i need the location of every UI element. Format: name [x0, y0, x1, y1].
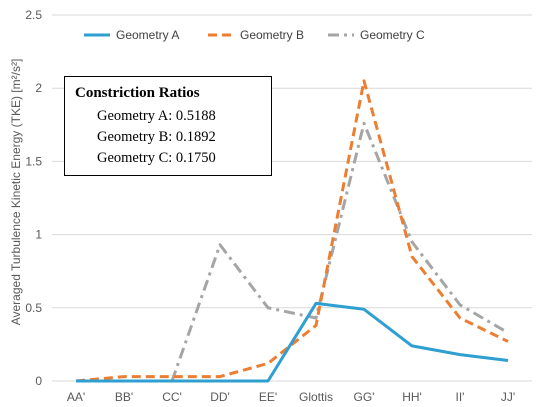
legend: Geometry A Geometry B Geometry C [84, 28, 425, 42]
legend-label: Geometry C [360, 28, 425, 42]
x-tick-label: CC' [162, 390, 182, 404]
y-tick-label: 2.5 [25, 8, 42, 22]
series-lines [75, 79, 509, 383]
y-tick-label: 1.5 [25, 154, 42, 168]
legend-label: Geometry B [240, 28, 304, 42]
x-tick-label: HH' [402, 390, 422, 404]
y-tick-label: 0.5 [25, 301, 42, 315]
x-tick-label: BB' [115, 390, 133, 404]
gridlines [52, 14, 532, 382]
annotation-line-geometry-a: Geometry A: 0.5188 [97, 108, 216, 124]
annotation-line-geometry-b: Geometry B: 0.1892 [97, 129, 216, 145]
x-tick-label: Glottis [299, 390, 333, 404]
annotation-title: Constriction Ratios [75, 85, 200, 101]
y-tick-label: 2 [35, 81, 42, 95]
x-tick-label: EE' [259, 390, 277, 404]
x-tick-label: AA' [67, 390, 85, 404]
x-tick-label: II' [456, 390, 465, 404]
y-tick-label: 0 [35, 374, 42, 388]
x-tick-label: DD' [210, 390, 230, 404]
x-tick-label: GG' [354, 390, 375, 404]
annotation-line-geometry-c: Geometry C: 0.1750 [97, 150, 216, 166]
legend-label: Geometry A [116, 28, 179, 42]
y-tick-labels: 0 0.5 1 1.5 2 2.5 [25, 8, 42, 388]
y-axis-label: Averaged Turbulence Kinetic Energy (TKE)… [9, 59, 23, 326]
constriction-ratios-box: Constriction Ratios Geometry A: 0.5188 G… [64, 76, 272, 176]
x-tick-label: JJ' [501, 390, 515, 404]
series-line-geometry-a [76, 301, 509, 383]
x-tick-labels: AA' BB' CC' DD' EE' Glottis GG' HH' II' JJ' [67, 390, 515, 404]
y-tick-label: 1 [35, 228, 42, 242]
